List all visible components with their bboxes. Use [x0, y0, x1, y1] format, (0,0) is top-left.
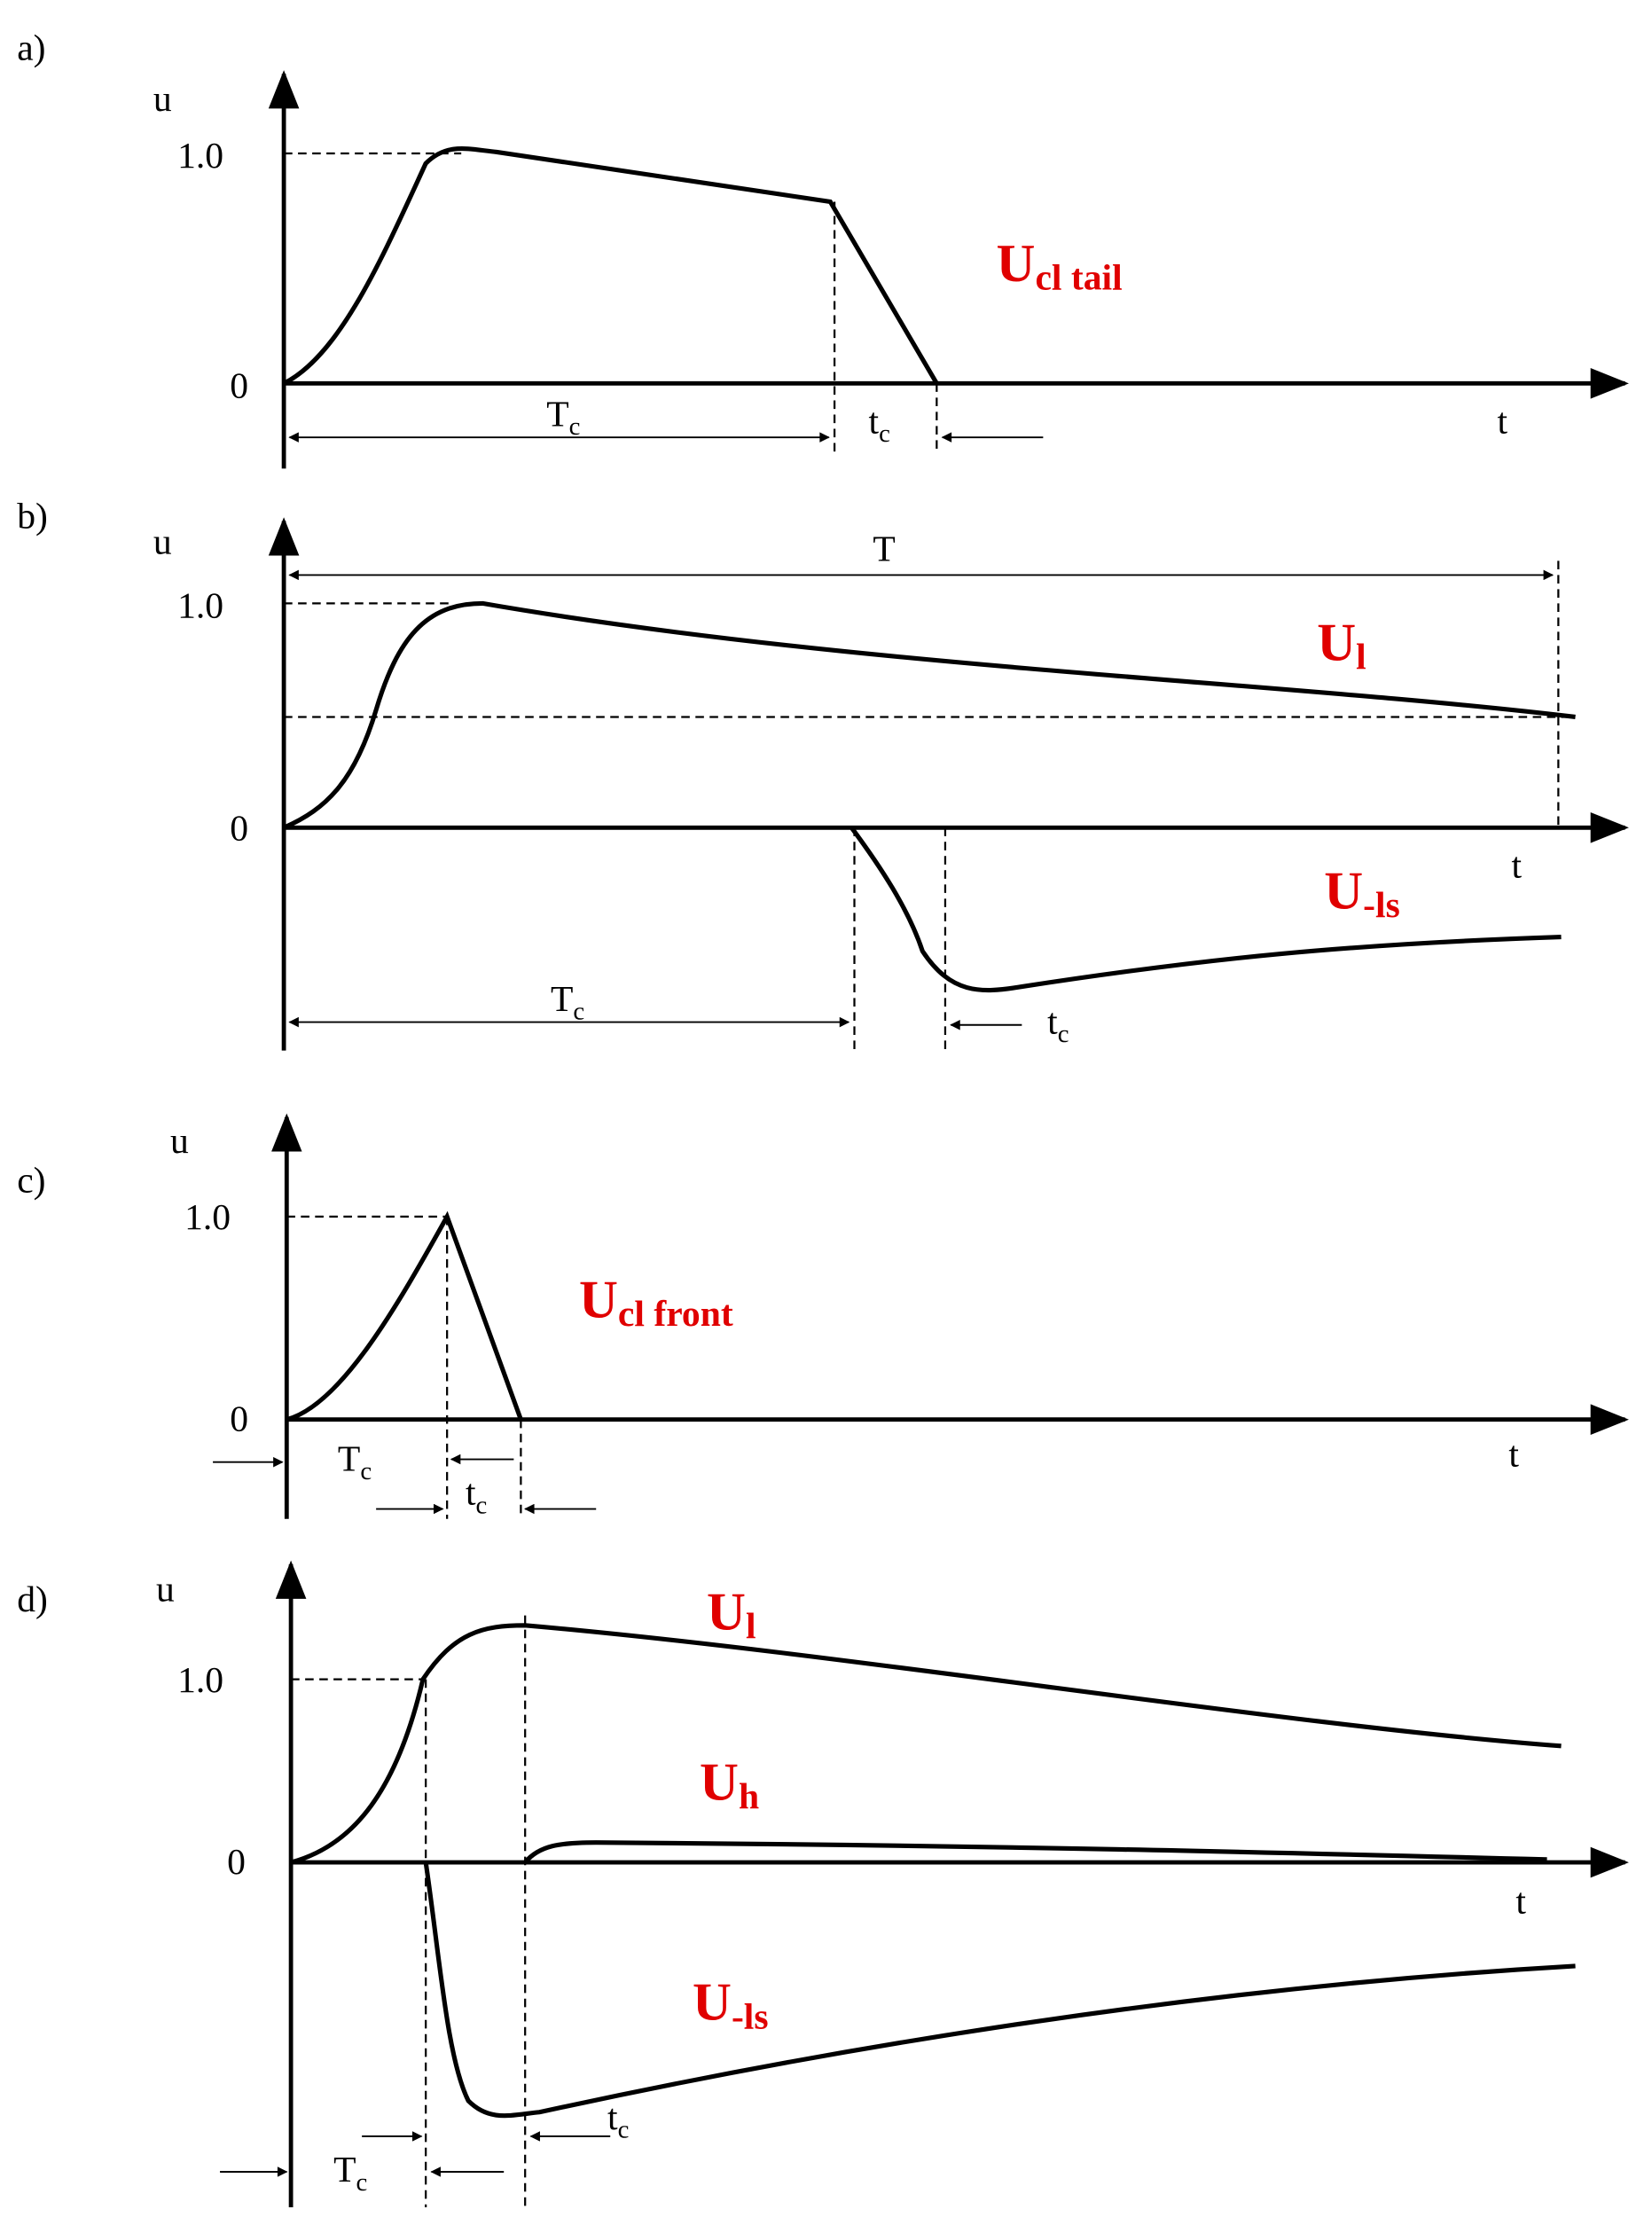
x-axis-label: t — [1508, 1435, 1519, 1476]
waveform — [290, 1623, 1562, 1865]
waveform — [849, 826, 1562, 992]
interval-sub: c — [1058, 1020, 1069, 1048]
interval-sub: c — [360, 1457, 372, 1485]
period-label: T — [873, 529, 895, 569]
panel-c: c) u t 1.0 0 Tc tc Ucl front — [17, 1113, 1629, 1520]
interval-label: Tc — [333, 2150, 367, 2197]
waveform — [286, 1211, 523, 1422]
signal-main: U — [997, 234, 1036, 294]
tick-label: 0 — [230, 809, 248, 850]
tick-label: 0 — [227, 1842, 246, 1883]
signal-sub: -ls — [1363, 885, 1400, 926]
panel-d: d) u t 1.0 0 Tc tc Ul Uh U-ls — [17, 1560, 1629, 2207]
y-axis-label: u — [153, 521, 172, 562]
signal-label: U-ls — [1324, 862, 1400, 927]
signal-label: Ucl front — [579, 1270, 733, 1335]
signal-sub: l — [746, 1606, 756, 1647]
signal-main: U — [700, 1753, 739, 1813]
x-axis-label: t — [1515, 1882, 1526, 1923]
y-axis-label: u — [153, 79, 172, 120]
tick-label: 1.0 — [184, 1197, 231, 1238]
signal-label: Ul — [707, 1583, 756, 1648]
signal-sub: h — [739, 1776, 759, 1817]
tick-label: 0 — [230, 1399, 248, 1440]
signal-label: Ul — [1317, 613, 1366, 678]
interval-label: Tc — [546, 394, 580, 441]
signal-sub: cl tail — [1035, 258, 1122, 299]
panel-label: c) — [17, 1161, 45, 1202]
interval-main: T — [338, 1438, 360, 1479]
waveform — [283, 600, 1576, 830]
signal-sub: l — [1356, 637, 1366, 678]
interval-label: tc — [869, 401, 890, 448]
panel-label: b) — [17, 497, 48, 537]
interval-main: t — [869, 401, 880, 442]
interval-main: t — [1047, 1001, 1058, 1042]
tick-label: 1.0 — [177, 136, 223, 176]
signal-label: Ucl tail — [997, 234, 1123, 299]
y-axis-label: u — [156, 1570, 175, 1610]
interval-sub: c — [356, 2168, 368, 2197]
signal-sub: -ls — [732, 1996, 769, 2037]
tick-label: 1.0 — [177, 1660, 223, 1701]
signal-main: U — [579, 1270, 618, 1329]
tick-label: 1.0 — [177, 585, 223, 626]
signal-label: U-ls — [693, 1973, 769, 2038]
panel-label: d) — [17, 1579, 48, 1620]
interval-main: T — [333, 2150, 356, 2190]
signal-main: U — [707, 1583, 746, 1642]
interval-main: T — [546, 394, 568, 435]
tick-label: 0 — [230, 365, 248, 406]
interval-label: tc — [466, 1473, 487, 1520]
interval-label: tc — [1047, 1001, 1069, 1048]
interval-label: tc — [607, 2097, 629, 2144]
interval-sub: c — [569, 412, 581, 441]
interval-sub: c — [879, 419, 890, 448]
interval-sub: c — [476, 1491, 488, 1519]
interval-sub: c — [573, 997, 584, 1025]
interval-main: t — [466, 1473, 476, 1514]
waveform — [423, 1861, 1576, 2119]
interval-label: Tc — [338, 1438, 372, 1485]
interval-label: Tc — [551, 979, 584, 1026]
x-axis-label: t — [1498, 401, 1508, 442]
signal-label: Uh — [700, 1753, 759, 1818]
signal-main: U — [1317, 613, 1356, 672]
panel-a: a) u t 1.0 0 Tc tc Ucl tail — [17, 27, 1629, 469]
signal-main: U — [1324, 862, 1363, 921]
panel-label: a) — [17, 27, 45, 68]
y-axis-label: u — [170, 1121, 189, 1162]
interval-main: t — [607, 2097, 618, 2138]
interval-sub: c — [618, 2116, 630, 2144]
waveform — [282, 146, 939, 386]
waveform — [523, 1840, 1547, 1864]
interval-main: T — [551, 979, 573, 1020]
panel-b: b) u t 1.0 0 T Tc tc Ul U-ls — [17, 497, 1629, 1051]
x-axis-label: t — [1512, 845, 1523, 886]
signal-main: U — [693, 1973, 732, 2033]
signal-sub: cl front — [618, 1294, 733, 1335]
